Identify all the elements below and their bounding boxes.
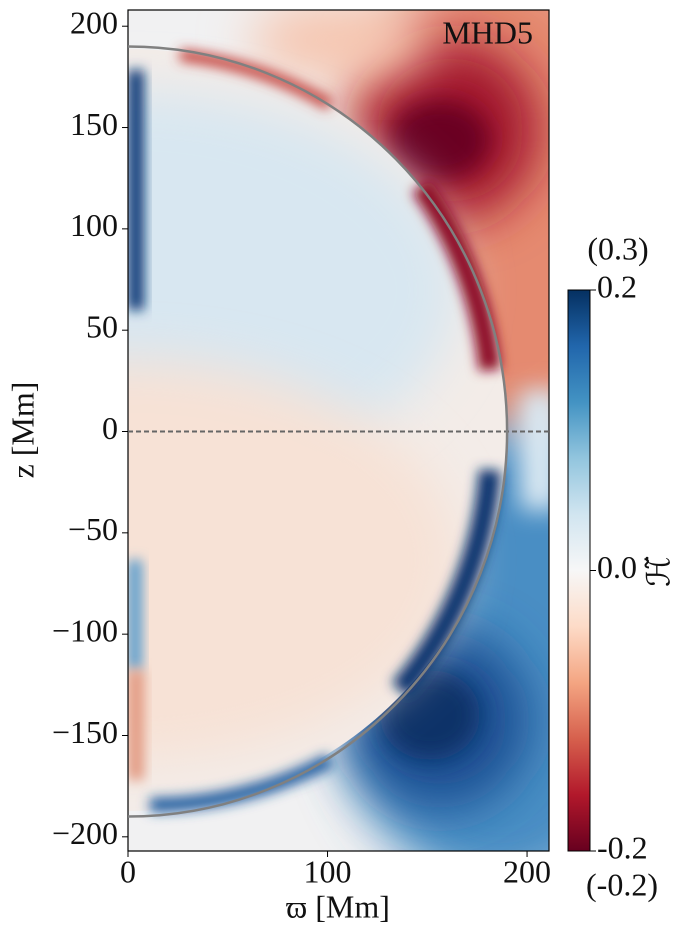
- y-tick-label: −150: [52, 714, 118, 750]
- colorbar-tick-label: -0.2: [597, 829, 648, 865]
- y-tick-label: −200: [52, 815, 118, 851]
- plot-frame: [127, 9, 550, 852]
- chart-title: MHD5: [442, 14, 533, 50]
- colorbar-min-note: (-0.2): [586, 866, 658, 902]
- colorbar-max-note: (0.3): [587, 230, 648, 266]
- x-tick-label: 200: [503, 853, 551, 889]
- colorbar-label: ℋ̃: [640, 555, 676, 587]
- boundary-circle: [128, 45, 509, 818]
- y-tick-label: 200: [70, 5, 118, 41]
- y-tick-label: 50: [86, 309, 118, 345]
- y-tick-label: 0: [102, 410, 118, 446]
- y-tick-label: −100: [52, 613, 118, 649]
- y-axis-label: z [Mm]: [4, 382, 40, 479]
- x-tick-label: 0: [120, 853, 136, 889]
- colorbar-tick-label: 0.0: [597, 549, 637, 585]
- colorbar-tick-label: 0.2: [597, 268, 637, 304]
- y-tick-label: 150: [70, 106, 118, 142]
- x-tick-label: 100: [304, 853, 352, 889]
- x-axis-label: ϖ [Mm]: [286, 888, 390, 924]
- y-tick-label: 100: [70, 207, 118, 243]
- colorbar: [567, 289, 591, 852]
- y-tick-label: −50: [68, 511, 118, 547]
